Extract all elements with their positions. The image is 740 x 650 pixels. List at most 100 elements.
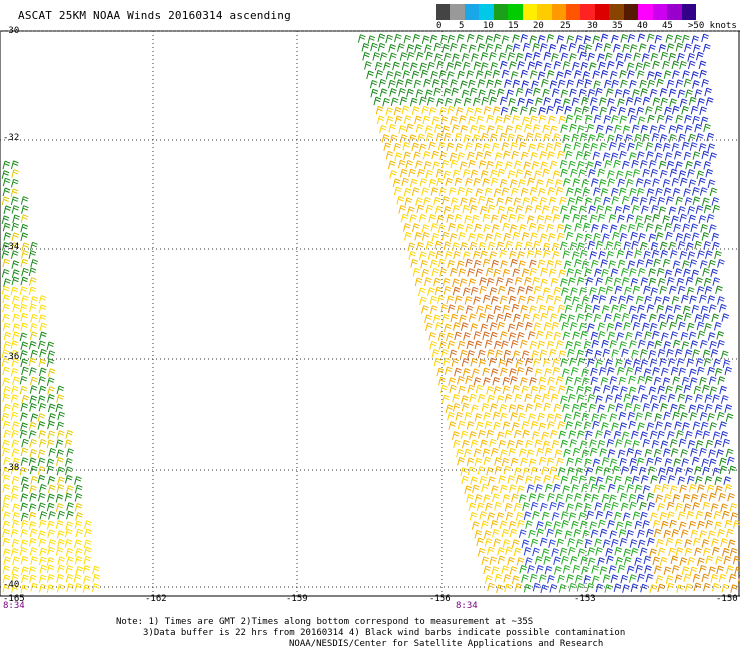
wind-barb <box>622 43 630 53</box>
wind-barb <box>517 412 526 422</box>
wind-barb <box>532 511 540 520</box>
wind-barb <box>639 547 648 557</box>
wind-barb <box>542 242 551 252</box>
wind-barb <box>563 143 572 153</box>
wind-barb <box>671 60 680 70</box>
wind-barb <box>677 285 686 295</box>
wind-barb <box>508 520 517 530</box>
wind-barb <box>641 322 650 332</box>
wind-barb <box>657 503 665 512</box>
wind-barb <box>504 502 513 512</box>
wind-barb <box>626 295 634 304</box>
wind-barb <box>585 277 594 286</box>
wind-barb <box>10 349 19 359</box>
wind-barb <box>676 430 684 439</box>
wind-barb <box>525 357 533 367</box>
wind-barb <box>708 259 716 269</box>
wind-barb <box>465 187 474 197</box>
wind-barb <box>622 204 631 214</box>
wind-barb <box>533 394 542 403</box>
wind-barb <box>487 512 495 521</box>
wind-barb <box>646 528 654 538</box>
wind-barb <box>642 485 651 494</box>
wind-barb <box>716 449 724 458</box>
wind-barb <box>615 403 624 412</box>
wind-barb <box>505 358 514 367</box>
wind-barb <box>657 430 665 440</box>
wind-barb <box>492 376 501 386</box>
wind-barb <box>551 321 560 331</box>
wind-barb <box>567 197 576 206</box>
wind-barb <box>510 339 519 349</box>
wind-barb <box>66 583 75 592</box>
wind-barb <box>2 537 11 547</box>
wind-barb <box>19 332 28 342</box>
wind-barb <box>424 125 433 134</box>
wind-barb <box>552 474 560 484</box>
wind-barb <box>357 34 366 43</box>
wind-barb <box>515 241 523 251</box>
wind-barb <box>590 376 599 386</box>
wind-barb <box>505 196 513 206</box>
wind-barb <box>29 528 38 538</box>
wind-barb <box>475 151 484 161</box>
wind-barb <box>471 521 480 530</box>
wind-barb <box>526 295 535 305</box>
wind-barb <box>651 204 659 214</box>
wind-barb <box>454 331 462 341</box>
wind-barb <box>547 575 555 584</box>
wind-barb <box>676 584 684 593</box>
wind-barb <box>660 403 668 412</box>
wind-barb <box>46 584 55 593</box>
wind-barb <box>11 584 19 594</box>
wind-barb <box>419 296 427 306</box>
wind-barb <box>451 87 460 97</box>
wind-barb <box>499 179 508 188</box>
wind-barb <box>587 547 596 556</box>
wind-barb <box>658 206 667 215</box>
wind-barb <box>671 565 680 574</box>
wind-barb <box>459 43 468 53</box>
wind-barb <box>452 393 460 403</box>
wind-barb <box>659 88 668 97</box>
wind-barb <box>595 240 604 250</box>
wind-barb <box>566 187 574 197</box>
wind-barb <box>28 250 37 259</box>
wind-barb <box>712 241 720 251</box>
wind-barb <box>460 467 469 476</box>
wind-barb <box>662 179 671 188</box>
wind-barb <box>37 457 46 467</box>
wind-barb <box>461 402 470 412</box>
wind-barb <box>670 555 679 565</box>
wind-barb <box>665 575 674 584</box>
wind-barb <box>379 52 388 61</box>
wind-barb <box>632 168 641 178</box>
wind-barb <box>2 511 11 520</box>
wind-barb <box>701 539 710 548</box>
wind-barb <box>434 53 442 62</box>
wind-barb <box>543 402 552 412</box>
wind-barb <box>441 394 450 404</box>
wind-barb <box>411 70 420 80</box>
wind-barb <box>661 332 669 341</box>
wind-barb <box>477 547 486 557</box>
wind-barb <box>564 224 572 233</box>
wind-barb <box>565 114 574 124</box>
wind-barb <box>606 555 614 565</box>
wind-barb <box>642 168 651 178</box>
wind-barb <box>74 503 83 512</box>
wind-barb <box>681 294 689 304</box>
wind-barb <box>522 197 531 206</box>
wind-barb <box>595 430 603 439</box>
wind-barb <box>481 96 490 106</box>
wind-barb <box>377 42 386 52</box>
wind-barb <box>605 88 614 97</box>
wind-barb <box>411 106 420 115</box>
wind-barb <box>486 349 495 358</box>
wind-barb <box>450 159 459 169</box>
wind-barb <box>575 502 583 511</box>
wind-barb <box>599 566 608 575</box>
wind-barb <box>520 106 528 115</box>
wind-barb <box>593 80 601 89</box>
wind-barb <box>473 61 482 70</box>
